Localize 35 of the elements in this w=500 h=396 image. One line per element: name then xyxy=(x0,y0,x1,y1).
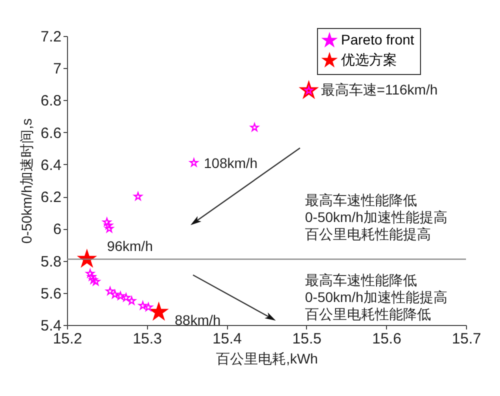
legend-label: Pareto front xyxy=(341,32,414,48)
annotation: 最高车速=116km/h xyxy=(320,82,438,98)
y-tick-label: 7 xyxy=(53,60,62,78)
x-tick-label: 15.7 xyxy=(452,330,482,348)
x-tick-label: 15.4 xyxy=(212,330,242,348)
annotation: 0-50km/h加速性能提高 xyxy=(305,209,448,225)
annotation: 最高车速性能降低 xyxy=(305,272,417,288)
y-axis-title: 0-50km/h加速时间,s xyxy=(18,118,35,244)
annotation: 百公里电耗性能提高 xyxy=(305,226,431,242)
y-tick-label: 7.2 xyxy=(40,28,62,46)
y-tick-label: 6.2 xyxy=(40,189,62,206)
y-tick-label: 6.8 xyxy=(40,92,62,110)
annotation: 百公里电耗性能降低 xyxy=(305,306,431,322)
x-tick-label: 15.3 xyxy=(132,330,162,348)
point xyxy=(106,286,114,296)
annotation: 0-50km/h加速性能提高 xyxy=(305,289,448,305)
x-tick-label: 15.5 xyxy=(292,330,322,348)
annotation: 108km/h xyxy=(204,154,258,171)
legend-label: 优选方案 xyxy=(341,52,397,68)
y-tick-label: 6.6 xyxy=(40,124,62,142)
y-tick-label: 5.8 xyxy=(40,253,62,270)
y-tick-label: 6.4 xyxy=(40,156,62,174)
y-tick-label: 5.6 xyxy=(40,285,62,302)
annotation: 最高车速性能降低 xyxy=(305,192,417,208)
annotation: 96km/h xyxy=(106,238,153,254)
point xyxy=(144,302,153,312)
x-tick-label: 15.6 xyxy=(372,330,402,348)
point xyxy=(104,220,113,230)
x-axis-title: 百公里电耗,kWh xyxy=(216,350,318,366)
annotation: 88km/h xyxy=(174,312,221,328)
point xyxy=(91,277,100,286)
point xyxy=(148,302,169,321)
point xyxy=(122,293,130,302)
point xyxy=(102,218,112,226)
y-tick-label: 6 xyxy=(53,221,62,238)
